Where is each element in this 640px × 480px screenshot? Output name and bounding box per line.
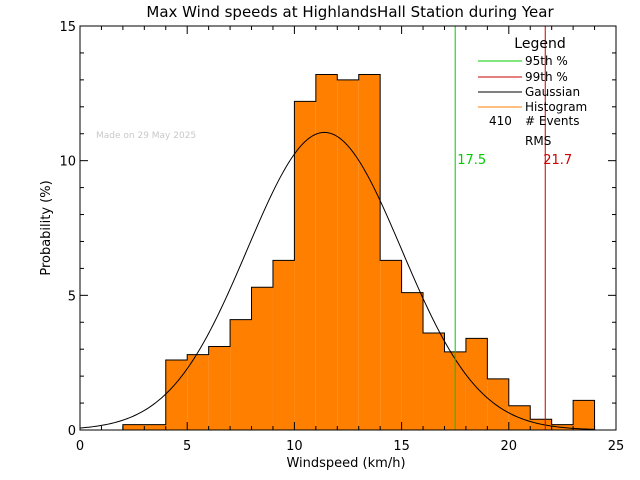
legend-title: Legend [514, 36, 565, 52]
histogram-bar [465, 338, 488, 430]
y-tick-label: 5 [68, 289, 76, 304]
histogram-bar [380, 260, 402, 430]
p99-label: 21.7 [543, 153, 572, 168]
histogram [122, 74, 595, 430]
histogram-bar [487, 378, 509, 430]
histogram-bar [358, 74, 381, 430]
histogram-bar [272, 260, 295, 430]
histogram-bar [208, 346, 231, 430]
legend-label-99: 99th % [525, 70, 568, 84]
histogram-bar [315, 74, 338, 430]
histogram-bar [251, 287, 273, 430]
x-tick-label: 10 [286, 439, 303, 454]
x-tick-label: 25 [608, 439, 625, 454]
histogram-bar [165, 359, 188, 430]
watermark: Made on 29 May 2025 [96, 131, 196, 141]
legend-label-95: 95th % [525, 54, 568, 68]
histogram-outline [122, 73, 596, 430]
legend-rms-label: RMS [525, 134, 551, 148]
legend-events-label: # Events [525, 114, 580, 128]
legend-label-histogram: Histogram [525, 100, 587, 114]
histogram-bar [144, 424, 166, 430]
x-tick-label: 5 [183, 439, 191, 454]
x-tick-label: 15 [393, 439, 410, 454]
histogram-bar [337, 79, 359, 430]
histogram-bar [187, 354, 209, 430]
histogram-bar [294, 101, 316, 430]
y-tick-label: 15 [59, 20, 76, 35]
histogram-bar [401, 292, 424, 430]
plot-frame [79, 25, 617, 431]
y-tick-label: 0 [68, 424, 76, 439]
chart-title: Max Wind speeds at HighlandsHall Station… [146, 3, 554, 21]
x-axis-label: Windspeed (km/h) [286, 456, 405, 471]
histogram-bar [573, 400, 595, 430]
histogram-bar [423, 333, 445, 430]
y-tick-label: 10 [59, 155, 76, 170]
x-tick-label: 0 [76, 439, 84, 454]
legend-label-gaussian: Gaussian [525, 85, 580, 99]
histogram-bar [230, 319, 252, 430]
legend-events-count: 410 [489, 114, 512, 128]
legend: Legend 95th % 99th % Gaussian Histogram … [478, 36, 587, 148]
histogram-bar [122, 424, 145, 430]
gaussian-curve [79, 131, 595, 430]
x-tick-label: 20 [501, 439, 518, 454]
y-axis-label: Probability (%) [39, 180, 54, 275]
p95-label: 17.5 [457, 153, 486, 168]
axis-ticks: 0 5 10 15 20 25 0 5 10 15 [59, 20, 624, 454]
